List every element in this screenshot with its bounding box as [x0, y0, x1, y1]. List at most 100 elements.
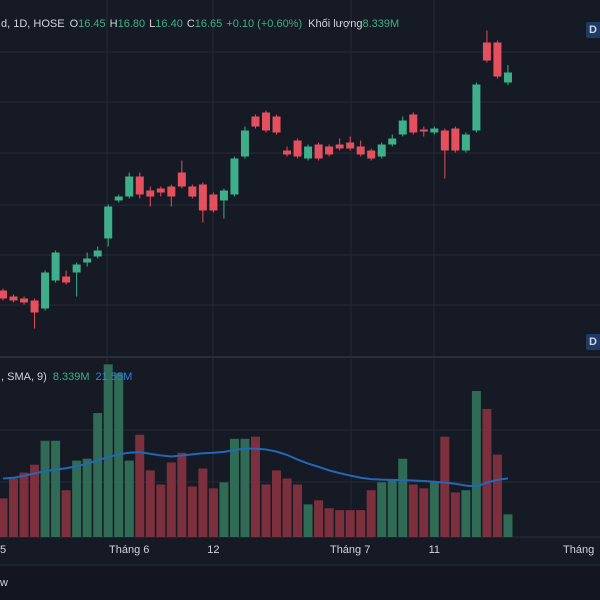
- volume-bar: [324, 508, 334, 537]
- marks: 5 Tháng 6 12 Tháng 7 11 Tháng w D D: [0, 22, 600, 589]
- volume-bar: [429, 482, 439, 537]
- candle-body: [356, 146, 365, 155]
- x-tick-label: Tháng: [563, 544, 594, 556]
- volume-bar: [303, 504, 313, 537]
- volume-bar: [82, 458, 92, 537]
- volume-bar: [240, 438, 250, 537]
- candle-body: [198, 184, 207, 211]
- candle-body: [177, 172, 186, 187]
- volume-bar: [61, 490, 71, 537]
- volume-bar: [492, 454, 502, 537]
- x-tick-label: 5: [0, 544, 6, 556]
- price-badge: [586, 22, 600, 38]
- candle-body: [409, 114, 418, 133]
- candle-body: [146, 190, 155, 197]
- ohlc-value: 16.80: [118, 18, 146, 30]
- candle-body: [377, 144, 386, 157]
- candle-body: [20, 298, 29, 303]
- footer-text: w: [0, 577, 8, 589]
- header: d, 1D, HOSE O16.45 H16.80 L16.40 C16.65 +0.10…: [1, 18, 399, 383]
- candle-body: [325, 146, 334, 155]
- x-tick-label: 11: [429, 544, 440, 556]
- volume-bar: [51, 440, 61, 537]
- volume-bar: [93, 413, 103, 537]
- volume-bar: [450, 492, 460, 537]
- candle-body: [388, 138, 397, 145]
- candle-body: [156, 188, 165, 193]
- volume-bar: [293, 484, 303, 537]
- sma-line: [2, 447, 509, 488]
- ohlc-value: 16.40: [155, 18, 183, 30]
- volume-legend-value: 8.339M: [53, 371, 90, 383]
- candle-body: [451, 128, 460, 151]
- candle-body: [472, 84, 481, 131]
- symbol: d, 1D, HOSE: [1, 18, 65, 30]
- volume-bar: [471, 391, 481, 537]
- volume-bar: [335, 510, 345, 537]
- price-badge-label: D: [589, 24, 597, 36]
- candle-body: [30, 300, 39, 313]
- candle-body: [41, 272, 50, 309]
- ohlc-key: O: [70, 18, 79, 30]
- volume-bar: [9, 478, 19, 537]
- volume-bar: [366, 490, 376, 537]
- volume-bar: [272, 470, 282, 537]
- volume-bar: [198, 468, 208, 537]
- candle-body: [461, 134, 470, 151]
- volume-bar: [72, 460, 82, 537]
- volume-bar: [177, 452, 187, 537]
- candle-body: [219, 190, 228, 201]
- candle-body: [0, 290, 7, 299]
- candle-body: [51, 252, 60, 281]
- volume-bar: [0, 498, 8, 537]
- volume-bar: [503, 514, 513, 537]
- volume-bar: [482, 408, 492, 537]
- candle-body: [398, 120, 407, 135]
- candle-body: [83, 258, 92, 263]
- candle-body: [230, 158, 239, 195]
- volume-bar: [124, 460, 134, 537]
- price-badge: [586, 334, 600, 350]
- candle-body: [114, 196, 123, 201]
- volume-bar: [229, 438, 239, 537]
- x-tick-label: Tháng 6: [109, 544, 149, 556]
- x-tick-label: Tháng 7: [330, 544, 370, 556]
- volume-legend-sma: 21.55M: [96, 371, 133, 383]
- volume-bar: [156, 484, 166, 537]
- volume-bar: [261, 484, 271, 537]
- volume-bar: [30, 464, 40, 537]
- candle-body: [335, 144, 344, 149]
- candle-body: [104, 206, 113, 239]
- volume-key: Khối lượng: [308, 18, 362, 30]
- volume-value: 8.339M: [362, 18, 399, 30]
- volume-bar: [40, 440, 50, 537]
- volume-bar: [387, 480, 397, 537]
- volume-bar: [187, 486, 197, 537]
- volume-bar: [219, 482, 229, 537]
- candle-body: [283, 150, 292, 155]
- volume-bar: [135, 434, 145, 537]
- candle-body: [346, 142, 355, 149]
- volume-bar: [377, 482, 387, 537]
- volume-bar: [103, 364, 113, 537]
- candle-body: [430, 128, 439, 133]
- ohlc-value: 16.45: [78, 18, 106, 30]
- volume-bar: [461, 490, 471, 537]
- candle-body: [135, 176, 144, 195]
- ohlc-value: 16.65: [195, 18, 223, 30]
- candle-body: [482, 42, 491, 61]
- volume-bar: [440, 436, 450, 537]
- candle-body: [440, 130, 449, 151]
- candle-body: [240, 130, 249, 157]
- volume-bar: [250, 436, 260, 537]
- candle-body: [503, 72, 512, 83]
- change: +0.10 (+0.60%): [226, 18, 302, 30]
- candle-body: [304, 146, 313, 159]
- ohlc-key: C: [187, 18, 195, 30]
- candle-body: [125, 176, 134, 197]
- volume-legend-text: , SMA, 9): [1, 371, 47, 383]
- candle-body: [93, 250, 102, 257]
- bottom-bar: [0, 565, 600, 600]
- volume-bar: [19, 472, 29, 537]
- ohlc-key: H: [110, 18, 118, 30]
